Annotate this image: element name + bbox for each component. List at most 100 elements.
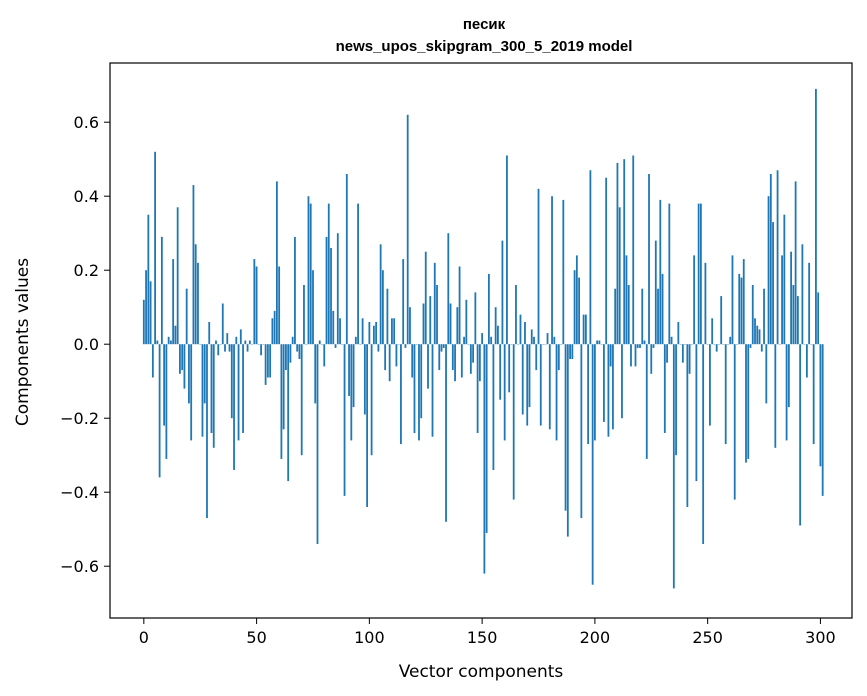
bar [409,307,411,345]
bar [235,336,238,345]
bar [224,344,226,352]
bar [593,344,596,441]
bar [282,344,285,430]
bar [172,259,175,345]
bar [672,344,675,589]
bar [796,296,799,345]
bar [763,288,765,345]
y-tick-label: −0.2 [60,409,99,428]
bar [711,318,714,345]
bar [659,199,662,345]
bar [580,344,583,519]
bar [381,270,384,345]
chart-title: песик [463,16,506,33]
bar [551,196,553,345]
bar [652,344,655,348]
bar [424,251,427,345]
bar [230,344,233,419]
bar [422,303,425,345]
bar [733,344,736,500]
bar [181,344,184,371]
bar [519,314,522,345]
bar [598,340,601,345]
bar [469,344,472,374]
bar [239,329,242,345]
bar [379,244,382,345]
bar [404,344,407,348]
bar [618,207,621,345]
bar [366,344,368,507]
bar [573,270,576,345]
bar [575,255,578,345]
bar [609,344,612,367]
y-tick-label: 0.2 [74,261,99,280]
bar [420,344,423,419]
bar [643,340,646,345]
bar [578,277,580,345]
bar [350,344,353,441]
bar [325,236,328,345]
bar [291,336,294,345]
bar [463,336,465,345]
bar [212,344,215,448]
bar [657,288,659,345]
bar [497,325,499,345]
bar [343,344,346,496]
bar [553,336,556,345]
bar [731,255,734,345]
bar [738,273,741,345]
bar [334,344,337,348]
x-tick-label: 200 [580,628,611,647]
x-tick-label: 150 [467,628,498,647]
bar [160,236,163,345]
bar [781,255,783,345]
bar [566,344,569,537]
bar [530,329,533,345]
bar [449,303,452,345]
bar [431,344,434,437]
bar [526,344,529,426]
bar [645,344,648,459]
bar [799,344,802,526]
bar [605,177,608,345]
bar [562,199,565,345]
bar [354,336,357,345]
bar [445,344,447,522]
bar [596,340,599,345]
bar [546,333,549,345]
bar [557,344,560,371]
bar [524,322,526,345]
bar [206,344,208,519]
bar [145,270,147,345]
bar [537,188,540,345]
bar [287,344,290,482]
bar [812,344,815,445]
bar [266,344,269,378]
bar [201,344,204,437]
bar [303,285,305,345]
bar [623,159,626,345]
bar [474,292,477,345]
bar [427,344,429,389]
bar [185,288,188,345]
bar [621,344,623,419]
bar [451,344,454,371]
bar [352,344,355,408]
bar [569,344,571,359]
bar [745,344,747,463]
bar [625,255,628,345]
bar [740,277,743,345]
bar [639,344,641,348]
bar [751,285,754,345]
bar [395,344,398,367]
bar [440,344,443,352]
bar [357,203,359,345]
bar [217,344,220,356]
y-axis-label: Components values [13,258,33,426]
bar [724,344,727,445]
bar [275,181,278,345]
bar [327,203,330,345]
bar [174,325,177,345]
bar [361,318,364,345]
